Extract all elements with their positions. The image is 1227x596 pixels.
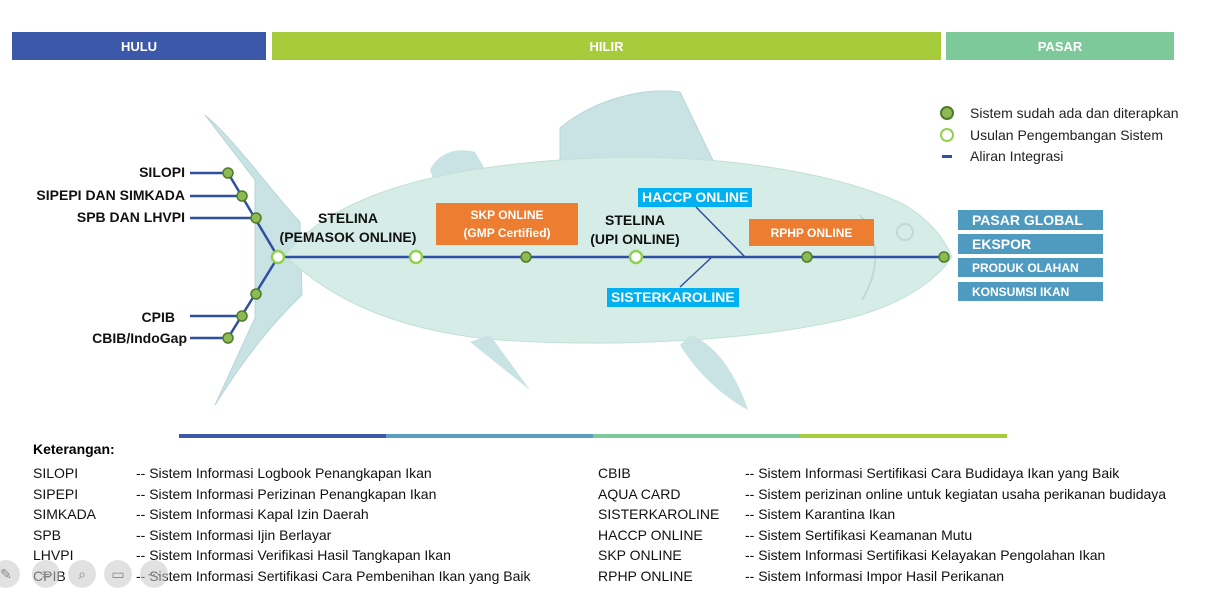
ket-right-abbr: HACCP ONLINE bbox=[598, 527, 703, 543]
rphp-online-box: RPHP ONLINE bbox=[749, 219, 874, 246]
applied-dot-icon bbox=[940, 106, 954, 120]
fish-body bbox=[284, 156, 953, 344]
ket-abbr: SIMKADA bbox=[33, 506, 97, 522]
label-silopi: SILOPI bbox=[139, 164, 185, 180]
label-stelina-upi: STELINA (UPI ONLINE) bbox=[580, 211, 690, 249]
node-silopi bbox=[222, 167, 234, 179]
ket-right-abbr: SKP ONLINE bbox=[598, 547, 682, 563]
node-cpib bbox=[236, 310, 248, 322]
legend-applied: Sistem sudah ada dan diterapkan bbox=[940, 105, 1179, 121]
label-spb: SPB DAN LHVPI bbox=[76, 209, 185, 225]
stelina-pemasok-line1: STELINA bbox=[318, 210, 378, 226]
ket-left-desc: -- Sistem Informasi Verifikasi Hasil Tan… bbox=[136, 547, 451, 563]
bottom-bar-3 bbox=[593, 434, 800, 438]
ket-abbr: SPB bbox=[33, 527, 62, 543]
ket-right-desc: -- Sistem Informasi Impor Hasil Perikana… bbox=[745, 568, 1005, 584]
pectoral-fin bbox=[680, 335, 748, 410]
label-sipepi: SIPEPI DAN SIMKADA bbox=[36, 187, 185, 203]
market-label: PASAR GLOBAL bbox=[972, 212, 1083, 228]
market-konsumsi-ikan: KONSUMSI IKAN bbox=[958, 282, 1103, 301]
hilir-header: HILIR bbox=[272, 32, 941, 60]
ket-right-desc: -- Sistem Informasi Sertifikasi Cara Bud… bbox=[745, 465, 1120, 481]
skp-line1: SKP ONLINE bbox=[470, 208, 544, 222]
market-label: EKSPOR bbox=[972, 236, 1032, 252]
node-aqua bbox=[250, 288, 262, 300]
skp-line2: (GMP Certified) bbox=[463, 226, 551, 240]
more-icon[interactable]: ⋯ bbox=[140, 560, 168, 588]
proposed-dot-icon bbox=[940, 128, 954, 142]
tail-mask bbox=[236, 272, 248, 292]
stelina-upi-line2: (UPI ONLINE) bbox=[590, 231, 680, 247]
ket-right-desc: -- Sistem Sertifikasi Keamanan Mutu bbox=[745, 527, 973, 543]
market-label: PRODUK OLAHAN bbox=[972, 260, 1079, 275]
ket-abbr: SIPEPI bbox=[33, 486, 79, 502]
market-label: KONSUMSI IKAN bbox=[972, 284, 1070, 299]
ket-left-desc: -- Sistem Informasi Perizinan Penangkapa… bbox=[136, 486, 437, 502]
label-cbib: CBIB/IndoGap bbox=[92, 330, 187, 346]
haccp-online-label: HACCP ONLINE bbox=[638, 188, 753, 207]
market-ekspor: EKSPOR bbox=[958, 234, 1103, 254]
node-skp bbox=[520, 251, 532, 263]
ket-right-desc: -- Sistem Informasi Sertifikasi Kelayaka… bbox=[745, 547, 1106, 563]
node-stelina-pemasok bbox=[408, 249, 424, 265]
label-cpib: CPIB bbox=[141, 309, 175, 325]
slides-icon[interactable]: ▭ bbox=[104, 560, 132, 588]
haccp-connector bbox=[695, 206, 746, 258]
fish-eye bbox=[896, 223, 914, 241]
hulu-header: HULU bbox=[12, 32, 266, 60]
ket-left-row: SILOPI bbox=[33, 465, 78, 481]
node-hub bbox=[270, 249, 286, 265]
integration-line-icon bbox=[942, 154, 952, 158]
ket-left-desc: -- Sistem Informasi Kapal Izin Daerah bbox=[136, 506, 369, 522]
bottom-bar-4 bbox=[800, 434, 1007, 438]
node-cbib bbox=[222, 332, 234, 344]
ket-right-abbr: CBIB bbox=[598, 465, 631, 481]
ket-right-abbr: AQUA CARD bbox=[598, 486, 681, 502]
ket-abbr: LHVPI bbox=[33, 547, 74, 563]
stelina-upi-line1: STELINA bbox=[605, 212, 665, 228]
ket-right-desc: -- Sistem perizinan online untuk kegiata… bbox=[745, 486, 1167, 502]
market-produk-olahan: PRODUK OLAHAN bbox=[958, 258, 1103, 277]
ket-left-row: LHVPI bbox=[33, 547, 73, 563]
menu-icon[interactable]: ≡ bbox=[32, 560, 60, 588]
ket-right-abbr: SISTERKAROLINE bbox=[598, 506, 720, 522]
ket-left-row: SPB bbox=[33, 527, 61, 543]
legend-integration-text: Aliran Integrasi bbox=[970, 148, 1064, 164]
keterangan-title: Keterangan: bbox=[33, 441, 115, 457]
pasar-label: PASAR bbox=[1037, 38, 1083, 54]
ket-abbr: SILOPI bbox=[33, 465, 79, 481]
sisterkaroline-label: SISTERKAROLINE bbox=[607, 288, 739, 307]
hulu-label: HULU bbox=[120, 38, 158, 54]
ket-left-row: SIMKADA bbox=[33, 506, 96, 522]
bottom-bar-1 bbox=[179, 434, 386, 438]
dorsal-fin bbox=[559, 90, 721, 179]
pasar-header: PASAR bbox=[946, 32, 1174, 60]
ket-left-desc: -- Sistem Informasi Logbook Penangkapan … bbox=[136, 465, 432, 481]
ket-right-desc: -- Sistem Karantina Ikan bbox=[745, 506, 896, 522]
market-pasar-global: PASAR GLOBAL bbox=[958, 210, 1103, 230]
node-sipepi bbox=[236, 190, 248, 202]
legend-proposed-text: Usulan Pengembangan Sistem bbox=[970, 127, 1164, 143]
zoom-icon[interactable]: ⌕ bbox=[68, 560, 96, 588]
ket-left-row: SIPEPI bbox=[33, 486, 78, 502]
tail-fin bbox=[204, 114, 303, 406]
pen-icon[interactable]: ✎ bbox=[0, 560, 20, 588]
legend-integration: Aliran Integrasi bbox=[940, 148, 1063, 164]
ket-right-abbr: RPHP ONLINE bbox=[598, 568, 693, 584]
node-rphp bbox=[801, 251, 813, 263]
ket-left-desc: -- Sistem Informasi Ijin Berlayar bbox=[136, 527, 332, 543]
ket-left-desc: -- Sistem Informasi Sertifikasi Cara Pem… bbox=[136, 568, 531, 584]
anal-fin bbox=[470, 335, 530, 390]
label-stelina-pemasok: STELINA (PEMASOK ONLINE) bbox=[268, 209, 428, 247]
bottom-bar-2 bbox=[386, 434, 593, 438]
stelina-pemasok-line2: (PEMASOK ONLINE) bbox=[279, 229, 417, 245]
node-market bbox=[938, 251, 950, 263]
hilir-label: HILIR bbox=[589, 38, 624, 54]
sisterkaroline-connector bbox=[679, 256, 713, 288]
node-stelina-upi bbox=[628, 249, 644, 265]
legend-applied-text: Sistem sudah ada dan diterapkan bbox=[970, 105, 1179, 121]
legend-proposed: Usulan Pengembangan Sistem bbox=[940, 127, 1163, 143]
node-spb bbox=[250, 212, 262, 224]
skp-online-box: SKP ONLINE (GMP Certified) bbox=[436, 203, 578, 245]
